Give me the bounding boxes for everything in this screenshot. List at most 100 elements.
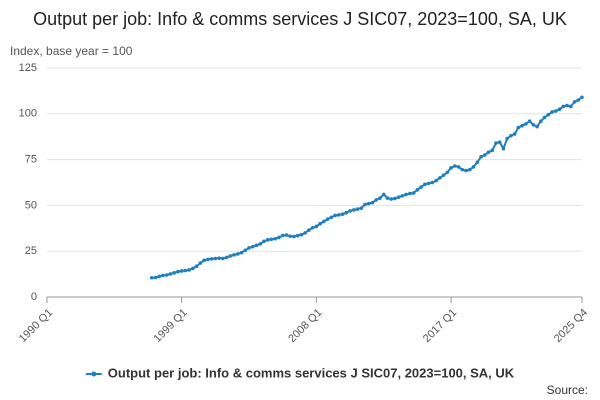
point — [243, 248, 248, 253]
point — [351, 208, 356, 212]
point — [542, 115, 547, 120]
point — [176, 269, 180, 274]
point — [318, 221, 322, 226]
point — [288, 234, 292, 238]
point — [539, 119, 543, 123]
point — [456, 165, 461, 169]
point — [363, 202, 367, 207]
point — [486, 150, 491, 155]
point — [580, 95, 584, 100]
point — [445, 170, 450, 175]
point — [415, 188, 420, 192]
point — [236, 252, 240, 256]
point — [344, 210, 349, 215]
point — [164, 273, 169, 277]
point — [307, 228, 311, 232]
point — [512, 132, 517, 136]
point — [479, 155, 483, 159]
point — [333, 213, 337, 218]
series-line — [151, 96, 583, 279]
legend-marker — [91, 371, 97, 377]
point — [464, 168, 468, 173]
point — [527, 119, 532, 123]
point — [265, 238, 270, 242]
point — [568, 104, 573, 109]
point — [396, 195, 401, 199]
point — [449, 166, 453, 170]
x-tick-label: 1990 Q1 — [17, 307, 55, 345]
point — [228, 254, 233, 258]
point — [550, 110, 554, 114]
point — [441, 173, 446, 177]
point — [359, 206, 364, 210]
point — [460, 167, 465, 172]
point — [400, 194, 405, 198]
point — [340, 212, 345, 216]
point — [303, 231, 307, 235]
y-tick-label: 0 — [31, 291, 37, 303]
point — [284, 233, 289, 237]
point — [183, 268, 188, 273]
point — [535, 124, 539, 129]
point — [153, 275, 158, 280]
point — [168, 272, 173, 276]
point — [157, 274, 162, 279]
point — [295, 233, 300, 238]
point — [505, 136, 509, 141]
point — [531, 122, 536, 127]
point — [426, 181, 431, 186]
point — [520, 123, 524, 128]
y-tick-label: 75 — [25, 154, 37, 166]
point — [554, 109, 558, 113]
point — [381, 192, 386, 197]
point — [277, 235, 281, 240]
point — [213, 256, 218, 261]
point — [209, 257, 214, 261]
point — [389, 197, 393, 201]
point — [250, 244, 255, 249]
point — [273, 236, 278, 241]
x-tick-label: 1999 Q1 — [152, 307, 190, 345]
point — [254, 243, 259, 248]
point — [557, 107, 562, 112]
point — [408, 191, 412, 196]
point — [292, 234, 296, 239]
point — [430, 180, 435, 185]
point — [411, 191, 416, 195]
point — [191, 266, 195, 271]
point — [475, 160, 480, 165]
point — [206, 257, 210, 262]
point — [546, 112, 551, 117]
chart-title: Output per job: Info & comms services J … — [33, 9, 567, 29]
point — [467, 167, 472, 172]
point — [434, 178, 438, 183]
point — [348, 209, 352, 213]
x-tick-label: 2017 Q1 — [421, 307, 459, 345]
point — [404, 192, 408, 197]
y-tick-label: 100 — [19, 108, 37, 120]
point — [490, 148, 495, 153]
point — [247, 246, 251, 250]
point — [179, 269, 184, 273]
point — [149, 275, 154, 280]
point — [497, 140, 502, 144]
y-tick-label: 125 — [19, 62, 37, 74]
point — [423, 182, 427, 187]
point — [221, 256, 225, 261]
point — [572, 100, 577, 104]
point — [471, 165, 476, 169]
point — [329, 215, 334, 220]
point — [202, 258, 206, 263]
point — [232, 253, 236, 257]
point — [509, 133, 513, 138]
point — [494, 141, 498, 145]
point — [337, 213, 341, 217]
point — [198, 261, 203, 265]
source: Source: — [547, 383, 588, 397]
point — [299, 232, 304, 237]
point — [374, 198, 379, 202]
point — [269, 237, 274, 242]
point — [501, 146, 506, 151]
point — [516, 125, 521, 130]
